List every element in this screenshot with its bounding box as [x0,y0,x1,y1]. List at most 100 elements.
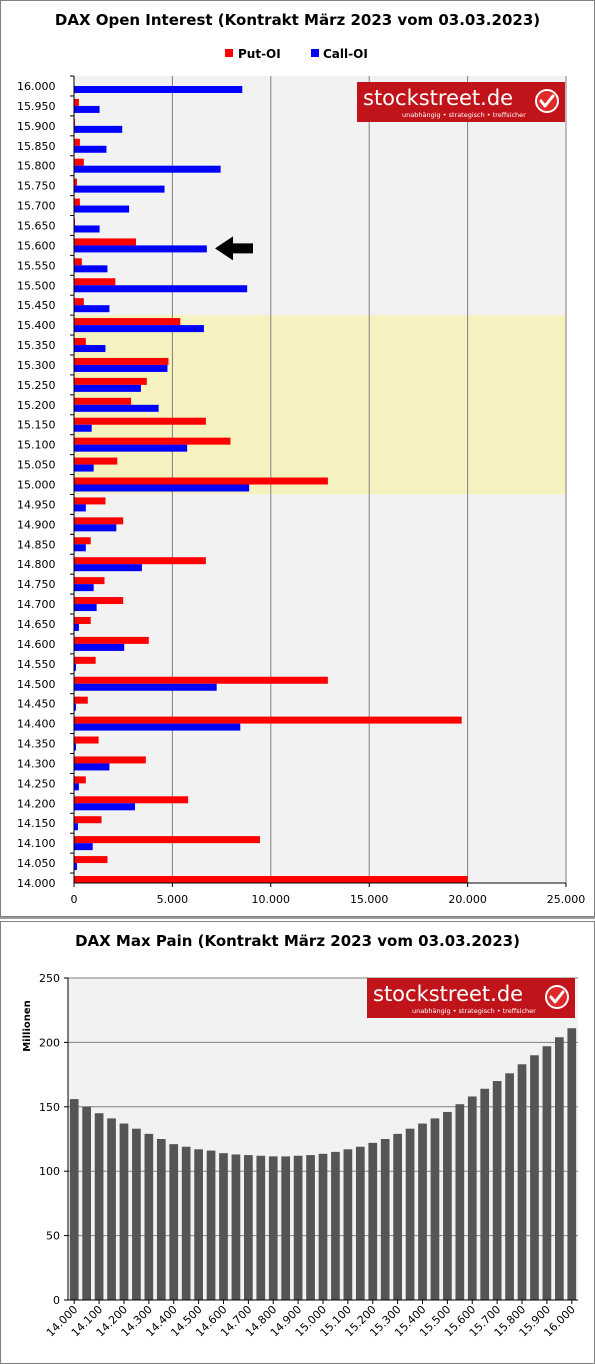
pain-bar [181,1146,191,1300]
oi-y-tick-label: 14.450 [17,698,56,711]
put-oi-bar [74,278,116,286]
call-oi-bar [74,504,86,512]
pain-bar [405,1128,415,1300]
oi-y-tick-label: 16.000 [17,80,56,93]
oi-y-tick-label: 14.350 [17,738,56,751]
put-oi-bar [74,876,468,883]
pain-bar [244,1155,253,1300]
call-oi-bar [74,703,76,711]
put-oi-bar [74,357,169,365]
oi-x-tick-label: 15.000 [350,893,389,906]
put-oi-bar [74,417,206,425]
pain-bar [355,1146,365,1300]
chart-divider [0,917,595,919]
pain-bar [306,1155,315,1300]
pain-bar [443,1111,452,1300]
pain-bar [281,1156,291,1300]
pain-bar [82,1106,92,1300]
pain-bar [94,1113,104,1300]
logo-check-circle-icon [545,985,569,1009]
put-oi-bar [74,497,106,505]
call-oi-bar [74,604,97,612]
pain-bar [169,1144,179,1300]
oi-y-tick-label: 15.950 [17,100,56,113]
pain-bar [119,1123,129,1300]
put-oi-bar [74,756,146,764]
pain-bar [418,1123,427,1300]
put-oi-bar [74,98,79,106]
pain-bar [467,1096,477,1300]
legend-put-swatch [225,49,233,57]
checkmark-icon [539,94,555,108]
logo-tagline: unabhängig • strategisch • treffsicher [412,1007,536,1015]
call-oi-bar [74,564,142,572]
oi-y-tick-label: 15.250 [17,379,56,392]
oi-y-tick-label: 14.200 [17,797,56,810]
call-oi-bar [74,305,110,313]
checkmark-icon [549,990,565,1004]
put-oi-bar [74,138,80,146]
call-oi-bar [74,584,94,592]
pain-bar [268,1156,278,1300]
pain-y-tick-label: 150 [39,1101,60,1114]
oi-y-tick-label: 15.750 [17,180,56,193]
pain-bar [343,1149,353,1300]
pain-bar [194,1149,203,1300]
put-oi-bar [74,477,328,485]
call-oi-bar [74,763,110,771]
call-oi-bar [74,524,117,532]
call-oi-bar [74,424,92,432]
pain-chart-svg: 050100150200250Millionen14.00014.10014.2… [22,972,578,1339]
logo-tagline: unabhängig • strategisch • treffsicher [402,111,526,119]
call-oi-bar [74,285,248,293]
call-oi-bar [74,86,243,93]
call-oi-bar [74,145,107,153]
legend-put-label: Put-OI [238,47,281,61]
pain-bar [530,1055,539,1300]
oi-x-tick-label: 20.000 [448,893,487,906]
pain-y-tick-label: 200 [39,1036,60,1049]
call-oi-bar [74,863,77,871]
call-oi-bar [74,843,93,851]
oi-y-tick-label: 15.100 [17,439,56,452]
put-oi-bar [74,736,99,744]
oi-y-tick-label: 15.850 [17,140,56,153]
oi-y-tick-label: 14.250 [17,777,56,790]
oi-x-tick-label: 5.000 [157,893,189,906]
oi-y-tick-label: 14.650 [17,618,56,631]
call-oi-bar [74,205,130,213]
put-oi-bar [74,517,124,525]
put-oi-bar [74,437,231,445]
oi-y-tick-label: 15.150 [17,419,56,432]
logo-box [367,978,575,1018]
oi-y-tick-label: 14.900 [17,518,56,531]
call-oi-bar [74,345,106,353]
oi-y-tick-label: 14.100 [17,837,56,850]
put-oi-bar [74,537,91,545]
oi-y-tick-label: 15.200 [17,399,56,412]
oi-y-tick-label: 15.450 [17,299,56,312]
call-oi-bar [74,484,250,492]
put-oi-bar [74,457,118,465]
pain-bar [132,1128,141,1300]
call-oi-bar [74,325,204,333]
pain-bar [505,1073,514,1300]
put-oi-bar [74,597,124,605]
put-oi-bar [74,716,462,724]
oi-chart-svg: 16.000 15.950 15.900 15.850 15.800 15.750 15.7… [17,47,586,906]
call-oi-bar [74,364,168,372]
legend-call-label: Call-OI [323,47,368,61]
put-oi-bar [74,636,149,644]
put-oi-bar [74,338,86,346]
oi-y-tick-label: 14.750 [17,578,56,591]
pain-bar [455,1104,465,1300]
pain-bar [144,1133,154,1300]
call-oi-bar [74,105,100,113]
pain-bar [256,1155,266,1300]
oi-y-tick-label: 14.550 [17,658,56,671]
call-oi-bar [74,384,141,392]
oi-y-tick-label: 14.150 [17,817,56,830]
put-oi-bar [74,298,84,306]
oi-y-tick-label: 14.400 [17,718,56,731]
oi-x-tick-label: 25.000 [547,893,586,906]
